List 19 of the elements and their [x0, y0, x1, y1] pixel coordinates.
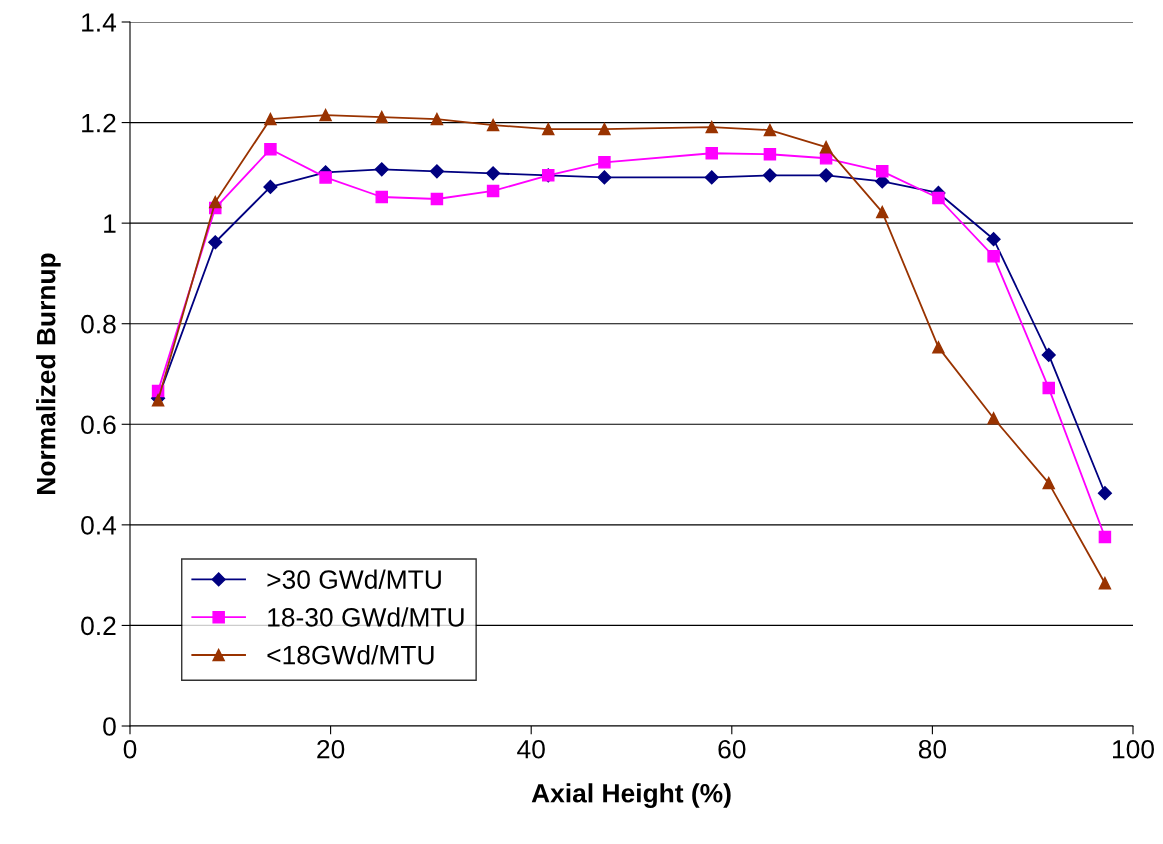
x-tick-label: 100: [1113, 739, 1154, 759]
y-tick-label: 1.2: [82, 113, 116, 133]
legend-label: >30 GWd/MTU: [267, 569, 441, 589]
x-tick-label: 20: [317, 739, 345, 759]
y-tick-label: 1.4: [82, 13, 117, 32]
y-tick-label: 1: [104, 214, 116, 233]
x-tick-label: 80: [918, 739, 947, 759]
y-tick-label: 0.4: [81, 515, 117, 535]
legend-label: 18-30 GWd/MTU: [268, 607, 464, 627]
y-tick-label: 0.6: [81, 415, 116, 435]
x-axis-title: Axial Height (%): [531, 783, 731, 808]
y-tick-label: 0.2: [81, 616, 116, 636]
x-tick-label: 60: [718, 739, 746, 759]
x-tick-label: 0: [123, 739, 137, 759]
y-axis-title: Normalized Burnup: [36, 253, 61, 494]
y-tick-label: 0: [103, 717, 116, 736]
y-tick-label: 0.8: [81, 314, 116, 334]
legend-label: <18GWd/MTU: [267, 645, 434, 665]
x-tick-label: 40: [517, 739, 545, 759]
